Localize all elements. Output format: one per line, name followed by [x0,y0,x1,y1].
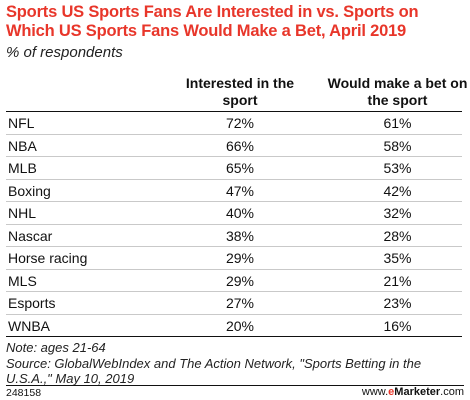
interested-value: 27% [225,295,255,311]
chart-id: 248158 [6,387,42,399]
table-row: NBA 66% 58% [6,135,462,157]
column-header-interested: Interested in the sport [185,75,295,108]
row-label: NFL [8,115,35,131]
interested-value: 29% [225,250,255,266]
row-label: WNBA [8,317,50,334]
bet-value: 32% [383,205,412,221]
bet-value: 16% [383,317,412,334]
table-row: Esports 27% 23% [6,292,462,315]
row-label: Boxing [8,182,51,199]
table-row: NHL 40% 32% [6,202,462,225]
row-label: NBA [8,137,37,154]
row-label: MLS [8,272,37,289]
brand-accent: e [388,386,395,398]
note-text: Note: ages 21-64 [6,340,106,355]
footnote: Note: ages 21-64 Source: GlobalWebIndex … [6,340,464,387]
bet-value: 28% [383,227,412,244]
column-header-bet: Would make a bet on the sport [327,75,468,108]
table-row: Nascar 38% 28% [6,225,462,247]
bet-value: 42% [383,182,412,199]
brand-logo: www.eMarketer.com [362,386,464,398]
table-row: Boxing 47% 42% [6,180,462,202]
row-label: NHL [8,205,37,221]
bet-value: 21% [383,272,412,289]
bet-value: 58% [383,137,412,154]
header-divider [6,111,462,112]
table-row: MLS 29% 21% [6,270,462,292]
interested-value: 20% [225,317,255,334]
footer-divider [6,385,464,386]
interested-value: 38% [225,227,255,244]
brand-suffix: .com [440,386,464,398]
interested-value: 66% [225,137,255,154]
table-row: WNBA 20% 16% [6,315,462,337]
interested-value: 29% [225,272,255,289]
interested-value: 65% [225,160,255,176]
row-label: MLB [8,160,37,176]
row-label: Esports [8,295,56,311]
interested-value: 47% [225,182,255,199]
table-row: NFL 72% 61% [6,112,462,135]
interested-value: 40% [225,205,255,221]
table-row: MLB 65% 53% [6,157,462,180]
chart-title: Sports US Sports Fans Are Interested in … [6,3,419,40]
chart-subtitle: % of respondents [6,44,123,61]
row-label: Horse racing [8,250,88,266]
bet-value: 35% [383,250,412,266]
row-label: Nascar [8,227,53,244]
bet-value: 53% [383,160,412,176]
table-row: Horse racing 29% 35% [6,247,462,270]
interested-value: 72% [225,115,255,131]
bet-value: 23% [383,295,412,311]
brand-name: Marketer [394,386,441,398]
bet-value: 61% [383,115,412,131]
brand-prefix: www. [361,386,389,398]
source-text: Source: GlobalWebIndex and The Action Ne… [6,355,422,387]
table-body: NFL 72% 61% NBA 66% 58% MLB 65% 53% Boxing 47% 42% N… [6,112,462,337]
